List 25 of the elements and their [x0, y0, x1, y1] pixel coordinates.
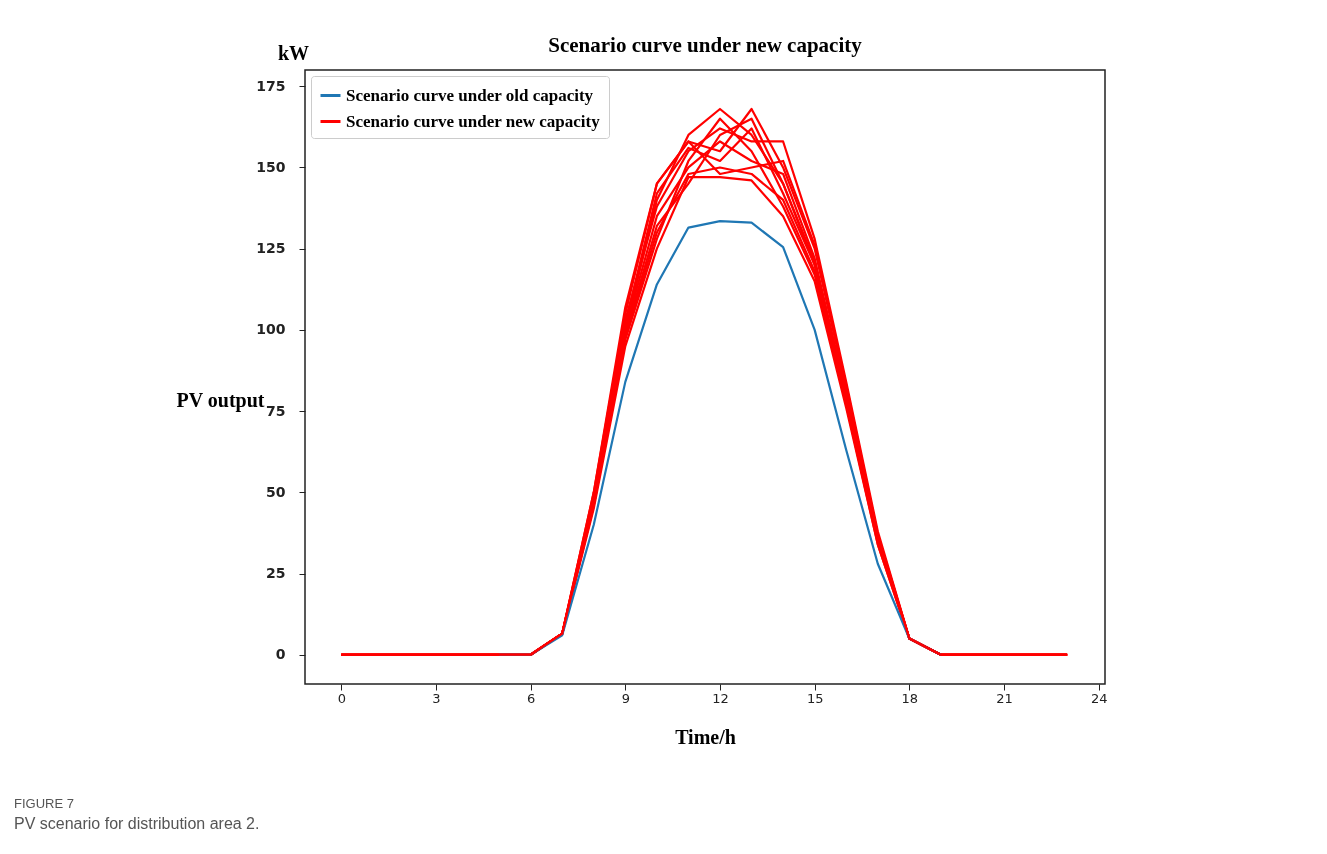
y-tick-label: 25 — [266, 565, 286, 582]
x-tick-label: 6 — [527, 690, 536, 706]
x-tick-label: 9 — [621, 690, 630, 706]
x-axis-title: Time/h — [675, 725, 736, 748]
x-tick-label: 15 — [806, 690, 824, 706]
y-tick-label: 175 — [256, 77, 286, 94]
chart-title: Scenario curve under new capacity — [548, 33, 863, 57]
legend-label: Scenario curve under new capacity — [346, 111, 601, 131]
legend-label: Scenario curve under old capacity — [346, 85, 594, 105]
caption: FIGURE 7 — [14, 796, 74, 811]
y-tick-label: 125 — [256, 240, 286, 257]
y-tick-label: 75 — [266, 402, 286, 419]
text: kW — [278, 42, 310, 65]
y-tick-label: 50 — [266, 483, 286, 500]
x-tick-label: 18 — [901, 690, 919, 706]
x-tick-label: 21 — [996, 690, 1013, 706]
x-tick-label: 0 — [337, 690, 346, 706]
y-tick-label: 150 — [256, 158, 286, 175]
x-tick-label: 3 — [432, 690, 441, 706]
x-tick-label: 12 — [712, 690, 729, 706]
y-tick-label: 0 — [275, 646, 286, 663]
text: PV scenario for distribution area 2. — [14, 815, 260, 833]
y-axis-title: PV output — [176, 388, 265, 412]
x-tick-label: 24 — [1090, 690, 1108, 706]
y-tick-label: 100 — [256, 321, 286, 338]
